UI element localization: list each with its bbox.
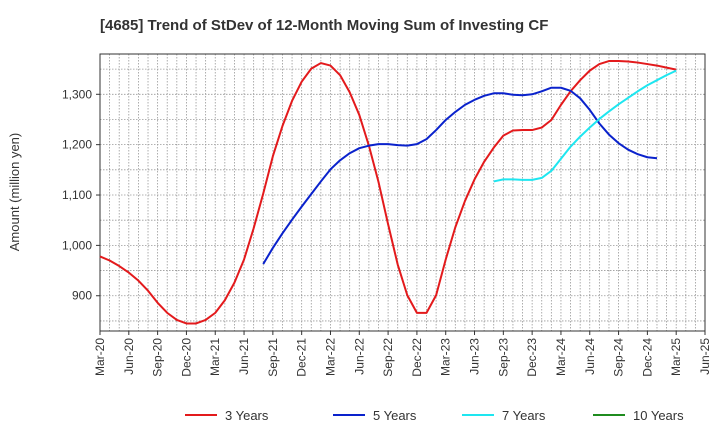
x-axis: Mar-20 Jun-20 Sep-20 Dec-20 Mar-21 Jun-21 Sep-… <box>93 331 712 377</box>
y-tick-label: 1,000 <box>62 238 92 252</box>
series-lines <box>99 60 677 325</box>
x-tick-label: Mar-23 <box>439 338 453 376</box>
x-tick-label: Mar-24 <box>554 338 568 376</box>
y-tick-label: 900 <box>72 289 92 303</box>
y-tick-label: 1,200 <box>62 138 92 152</box>
x-tick-label: Jun-24 <box>583 338 597 375</box>
grid <box>100 54 705 331</box>
legend-label-3-years: 3 Years <box>225 408 269 423</box>
x-tick-label: Mar-21 <box>208 338 222 376</box>
plot-frame <box>99 53 706 332</box>
chart-title: [4685] Trend of StDev of 12-Month Moving… <box>100 17 548 34</box>
x-tick-label: Dec-24 <box>640 338 654 377</box>
x-tick-label: Sep-21 <box>266 338 280 377</box>
x-tick-label: Sep-23 <box>496 338 510 377</box>
legend-label-5-years: 5 Years <box>373 408 417 423</box>
x-tick-label: Mar-22 <box>323 338 337 376</box>
legend-label-7-years: 7 Years <box>502 408 546 423</box>
legend: 3 Years 5 Years 7 Years 10 Years <box>185 408 684 423</box>
y-tick-label: 1,300 <box>62 87 92 101</box>
x-tick-label: Dec-22 <box>410 338 424 377</box>
x-tick-label: Dec-21 <box>295 338 309 377</box>
x-tick-label: Dec-20 <box>179 338 193 377</box>
x-tick-label: Jun-23 <box>468 338 482 375</box>
x-tick-label: Jun-25 <box>698 338 712 375</box>
y-tick-label: 1,100 <box>62 188 92 202</box>
y-axis-label: Amount (million yen) <box>7 133 22 252</box>
series-line-7-years <box>493 69 677 183</box>
legend-label-10-years: 10 Years <box>633 408 684 423</box>
series-line-3-years <box>99 60 677 325</box>
series-line-5-years <box>262 86 658 265</box>
x-tick-label: Sep-24 <box>612 338 626 377</box>
x-tick-label: Mar-20 <box>93 338 107 376</box>
x-tick-label: Mar-25 <box>669 338 683 376</box>
x-tick-label: Jun-22 <box>352 338 366 375</box>
y-axis: 900 1,000 1,100 1,200 1,300 <box>62 87 100 303</box>
x-tick-label: Jun-20 <box>122 338 136 375</box>
x-tick-label: Dec-23 <box>525 338 539 377</box>
x-tick-label: Sep-20 <box>151 338 165 377</box>
x-tick-label: Sep-22 <box>381 338 395 377</box>
x-tick-label: Jun-21 <box>237 338 251 375</box>
